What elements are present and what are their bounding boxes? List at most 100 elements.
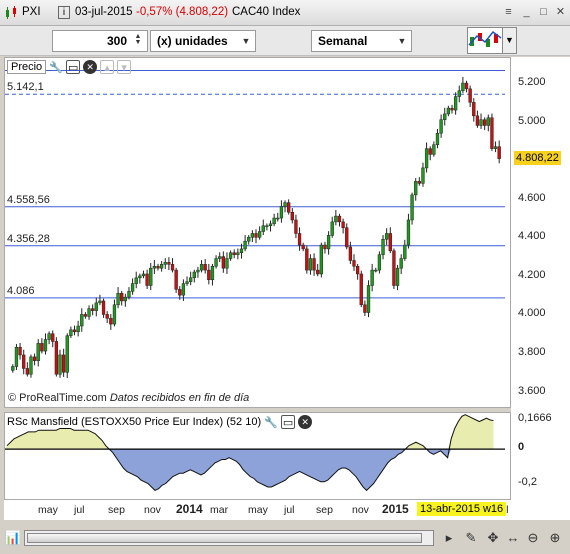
scroll-right-icon[interactable]: ▸ xyxy=(445,530,453,545)
candle-body xyxy=(127,291,131,298)
chart-icon[interactable] xyxy=(4,5,20,21)
date-label: 03-jul-2015 xyxy=(75,6,133,18)
horizontal-scrollbar[interactable] xyxy=(24,530,434,546)
candle-body xyxy=(149,267,153,286)
candle-body xyxy=(199,264,204,271)
candle-body xyxy=(385,233,389,240)
candle-body xyxy=(486,117,490,126)
window-icon[interactable]: ▭ xyxy=(66,60,81,74)
candle-body xyxy=(424,148,429,169)
x-tick-label: mar xyxy=(210,504,229,516)
candle-body xyxy=(218,256,222,259)
maximize-button[interactable]: □ xyxy=(540,6,547,18)
candle-body xyxy=(189,277,193,282)
candle-body xyxy=(359,273,363,306)
candle-body xyxy=(14,346,19,367)
candle-body xyxy=(123,296,127,302)
candle-body xyxy=(145,273,149,286)
candle-body xyxy=(406,219,411,246)
candle-body xyxy=(446,107,451,115)
minimize-button[interactable]: _ xyxy=(523,6,530,18)
price-chart[interactable] xyxy=(5,58,510,407)
x-tick-label: sep xyxy=(316,504,333,516)
y-tick-label: 5.000 xyxy=(518,114,546,127)
candle-body xyxy=(443,113,447,120)
y-tick-label: 4.400 xyxy=(518,230,546,243)
chart-icon[interactable]: 📊 xyxy=(4,530,22,545)
pan-icon[interactable]: ↔ xyxy=(506,530,520,545)
candle-body xyxy=(87,308,91,317)
candle-body xyxy=(348,246,353,261)
candle-body xyxy=(276,217,280,220)
symbol-label: PXI xyxy=(22,6,41,18)
candle-body xyxy=(174,269,178,290)
candle-body xyxy=(290,212,294,221)
candle-body xyxy=(232,252,236,255)
candle-body xyxy=(312,258,316,271)
rsc-panel: RSc Mansfield (ESTOXX50 Price Eur Index)… xyxy=(4,412,511,500)
candle-body xyxy=(116,292,120,306)
candle-body xyxy=(247,237,251,242)
candle-body xyxy=(236,252,240,255)
wrench-icon[interactable]: 🔧 xyxy=(49,61,64,74)
candle-body xyxy=(112,304,117,325)
candle-body xyxy=(410,194,414,221)
x-axis: mayjulsepnov2014marmayjulsepnov2015jul 1… xyxy=(4,500,570,520)
rsc-chart[interactable] xyxy=(5,413,510,499)
candle-body xyxy=(141,273,146,277)
candle-body xyxy=(479,119,483,126)
candle-body xyxy=(159,264,164,269)
menu-icon[interactable]: ≡ xyxy=(505,6,512,18)
candle-body xyxy=(109,318,113,325)
title-bar: PXI i 03-jul-2015 -0,57% (4.808,22) CAC4… xyxy=(0,0,570,26)
candle-body xyxy=(156,265,160,269)
candle-body xyxy=(152,265,157,269)
zoom-in-icon[interactable]: ⊕ xyxy=(549,530,561,545)
candle-body xyxy=(475,115,480,126)
candle-body xyxy=(435,132,440,146)
candle-body xyxy=(25,368,29,375)
candle-body xyxy=(54,341,59,375)
candle-body xyxy=(403,244,407,259)
x-tick-label: 2015 xyxy=(382,502,409,516)
info-icon[interactable]: i xyxy=(58,6,70,19)
wrench-icon[interactable]: 🔧 xyxy=(264,416,278,429)
close-button[interactable]: ✕ xyxy=(555,6,566,18)
chevron-down-icon: ▼ xyxy=(397,36,407,46)
candle-body xyxy=(170,264,175,271)
window-icon[interactable]: ▭ xyxy=(281,415,296,429)
spin-icon[interactable]: ▲ ▼ xyxy=(134,33,142,46)
candle-body xyxy=(468,88,472,103)
candle-body xyxy=(453,96,458,111)
candle-body xyxy=(91,308,95,311)
drawing-tools-icon[interactable]: ✎ xyxy=(465,530,477,545)
chevron-down-icon[interactable]: ▼ xyxy=(502,28,516,53)
units-select[interactable]: (x) unidades ▼ xyxy=(150,30,256,52)
units-input[interactable]: 300 ▲ ▼ xyxy=(52,30,148,52)
candle-body xyxy=(450,107,454,111)
candle-body xyxy=(51,333,55,342)
candle-body xyxy=(43,339,48,352)
period-select[interactable]: Semanal ▼ xyxy=(311,30,412,52)
candle-body xyxy=(363,304,367,313)
candle-body xyxy=(345,227,349,248)
crosshair-icon[interactable]: ✥ xyxy=(487,530,499,545)
candle-body xyxy=(305,248,309,271)
candle-body xyxy=(316,269,320,275)
rsc-positive-area xyxy=(5,414,494,450)
candle-body xyxy=(297,233,302,246)
close-icon[interactable]: ✕ xyxy=(298,415,313,429)
zoom-out-icon[interactable]: ⊖ xyxy=(527,530,539,545)
candle-body xyxy=(308,258,313,271)
candle-body xyxy=(225,258,229,269)
candle-body xyxy=(399,258,403,269)
candle-body xyxy=(421,167,425,184)
candle-body xyxy=(366,285,371,313)
close-icon[interactable]: ✕ xyxy=(83,60,98,74)
candle-body xyxy=(326,235,331,250)
scroll-thumb[interactable] xyxy=(27,533,422,543)
candle-body xyxy=(69,329,73,336)
candle-body xyxy=(439,119,443,134)
chart-style-button[interactable]: ▼ xyxy=(467,27,517,54)
level-label: 4.086 xyxy=(7,284,35,297)
